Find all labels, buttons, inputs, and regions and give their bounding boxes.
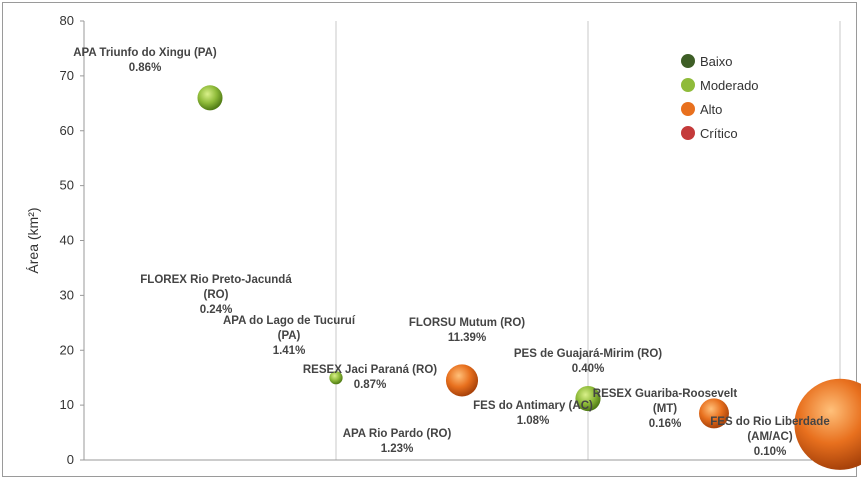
bubble-label: 0.24% xyxy=(200,304,233,316)
bubble-labels: APA Triunfo do Xingu (PA) 0.86% FLOREX Rio… xyxy=(73,47,830,458)
bubble-label: FLOREX Rio Preto-Jacundá xyxy=(140,274,292,286)
bubble xyxy=(445,364,479,397)
bubble-label: RESEX Guariba-Roosevelt xyxy=(593,388,738,400)
bubble-label: 1.08% xyxy=(517,415,550,427)
bubble-label: (PA) xyxy=(278,330,301,342)
y-tick-label: 60 xyxy=(60,123,74,138)
legend-label: Baixo xyxy=(700,54,733,69)
bubble-label: PES de Guajará-Mirim (RO) xyxy=(514,348,662,360)
legend-label: Moderado xyxy=(700,78,759,93)
bubble-label: FES do Antimary (AC) xyxy=(473,400,593,412)
legend-marker xyxy=(681,78,695,92)
bubble-label: 0.87% xyxy=(354,379,387,391)
y-tick-label: 80 xyxy=(60,13,74,28)
y-tick-label: 0 xyxy=(67,452,74,467)
legend-marker xyxy=(681,102,695,116)
bubble xyxy=(699,398,729,429)
bubbles xyxy=(197,85,861,470)
bubble-label: RESEX Jaci Paraná (RO) xyxy=(303,364,437,376)
bubble-label: (MT) xyxy=(653,403,677,415)
y-tick-label: 50 xyxy=(60,178,74,193)
bubble-label: 0.40% xyxy=(572,363,605,375)
bubble xyxy=(575,385,601,412)
axes: 0 10 20 30 40 50 60 70 80 xyxy=(60,13,845,467)
bubble-label: 1.23% xyxy=(381,443,414,455)
legend: Baixo Moderado Alto Crítico xyxy=(681,54,759,141)
bubble-label: 11.39% xyxy=(448,332,486,344)
bubble-label: APA Triunfo do Xingu (PA) xyxy=(73,47,217,59)
bubble-label: APA do Lago de Tucuruí xyxy=(223,315,356,327)
bubble xyxy=(197,85,223,111)
bubble-label: FLORSU Mutum (RO) xyxy=(409,317,525,329)
bubble-label: 0.16% xyxy=(649,418,682,430)
bubble-label: FES do Rio Liberdade xyxy=(710,416,829,428)
legend-marker xyxy=(681,126,695,140)
legend-label: Crítico xyxy=(700,126,738,141)
legend-marker xyxy=(681,54,695,68)
y-tick-label: 30 xyxy=(60,287,74,302)
y-tick-label: 40 xyxy=(60,233,74,248)
bubble xyxy=(329,371,343,385)
bubble xyxy=(794,378,861,470)
y-tick-label: 70 xyxy=(60,68,74,83)
y-tick-label: 10 xyxy=(60,397,74,412)
bubble-label: (AM/AC) xyxy=(747,431,793,443)
bubble-label: 1.41% xyxy=(273,345,306,357)
bubble-label: 0.86% xyxy=(129,62,162,74)
y-axis-title: Área (km²) xyxy=(25,207,41,273)
y-tick-label: 20 xyxy=(60,342,74,357)
bubble-label: 0.10% xyxy=(754,446,787,458)
legend-label: Alto xyxy=(700,102,722,117)
bubble-label: (RO) xyxy=(204,289,229,301)
bubble-label: APA Rio Pardo (RO) xyxy=(343,428,452,440)
